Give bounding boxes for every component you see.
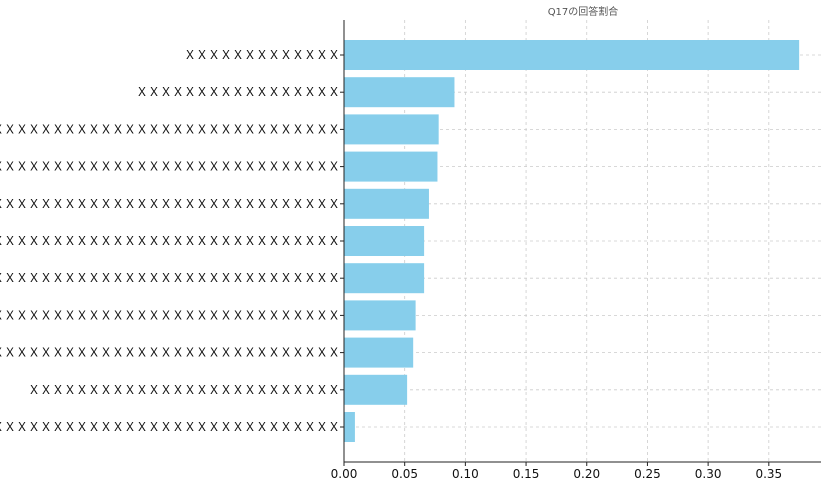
category-label: ＸＸＸＸＸＸＸＸＸＸＸＸＸＸＸＸＸＸＸＸＸＸＸＸＸＸＸＸＸ — [0, 420, 340, 434]
bar — [344, 300, 416, 331]
category-label: ＸＸＸＸＸＸＸＸＸＸＸＸＸＸＸＸＸＸＸＸＸＸＸＸＸＸＸＸＸＸＸＸＸＸＸＸＸＸＸＸ… — [0, 122, 340, 136]
bar — [344, 337, 414, 368]
bar — [344, 412, 355, 442]
bar — [344, 77, 455, 108]
x-tick-label: 0.10 — [452, 467, 479, 481]
category-label: ＸＸＸＸＸＸＸＸＸＸＸＸＸＸＸＸＸＸＸＸＸＸＸＸＸＸＸＸＸＸＸ — [0, 197, 340, 211]
x-tick-label: 0.00 — [331, 467, 358, 481]
category-label: ＸＸＸＸＸＸＸＸＸＸＸＸＸＸＸＸＸＸＸＸＸＸＸＸＸＸ — [28, 383, 340, 397]
category-labels: ＸＸＸＸＸＸＸＸＸＸＸＸＸＸＸＸＸＸＸＸＸＸＸＸＸＸＸＸＸＸ ＸＸＸＸＸＸＸＸＸＸ… — [0, 48, 340, 434]
x-tick-label: 0.05 — [391, 467, 418, 481]
category-label: ＸＸＸＸＸＸＸＸＸＸＸＸＸＸＸＸＸＸＸＸＸＸＸＸＸＸＸＸＸＸＸＸＸＸＸＸＸＸＸＸ… — [0, 308, 340, 322]
bar — [344, 114, 439, 145]
x-tick-labels: 0.00 0.05 0.10 0.15 0.20 0.25 0.30 0.35 — [331, 467, 783, 481]
chart-title: Q17の回答割合 — [548, 5, 619, 18]
category-label: ＸＸＸＸＸＸＸＸＸＸＸＸＸ — [184, 48, 340, 62]
x-tick-label: 0.30 — [695, 467, 722, 481]
bar — [344, 151, 438, 182]
bar-layer — [344, 40, 800, 442]
bar — [344, 263, 425, 294]
category-label: ＸＸＸＸＸＸＸＸＸＸＸＸＸＸＸＸＸ — [136, 85, 340, 99]
bar — [344, 40, 800, 70]
x-tick-label: 0.35 — [755, 467, 782, 481]
bar — [344, 374, 408, 405]
bar — [344, 226, 425, 256]
x-tick-label: 0.20 — [573, 467, 600, 481]
axis-layer — [340, 20, 821, 466]
x-tick-label: 0.25 — [634, 467, 661, 481]
category-label: ＸＸＸＸＸＸＸＸＸＸＸＸＸＸＸＸＸＸＸＸＸＸＸＸＸＸＸＸＸＸＸＸＸＸＸＸＸＸＸＸ… — [0, 160, 340, 174]
bar — [344, 188, 429, 219]
category-label: ＸＸＸＸＸＸＸＸＸＸＸＸＸＸＸＸＸＸＸＸＸＸＸＸＸＸＸＸＸＸＸＸＸＸＸＸＸＸＸＸ… — [0, 346, 340, 360]
x-tick-label: 0.15 — [513, 467, 540, 481]
